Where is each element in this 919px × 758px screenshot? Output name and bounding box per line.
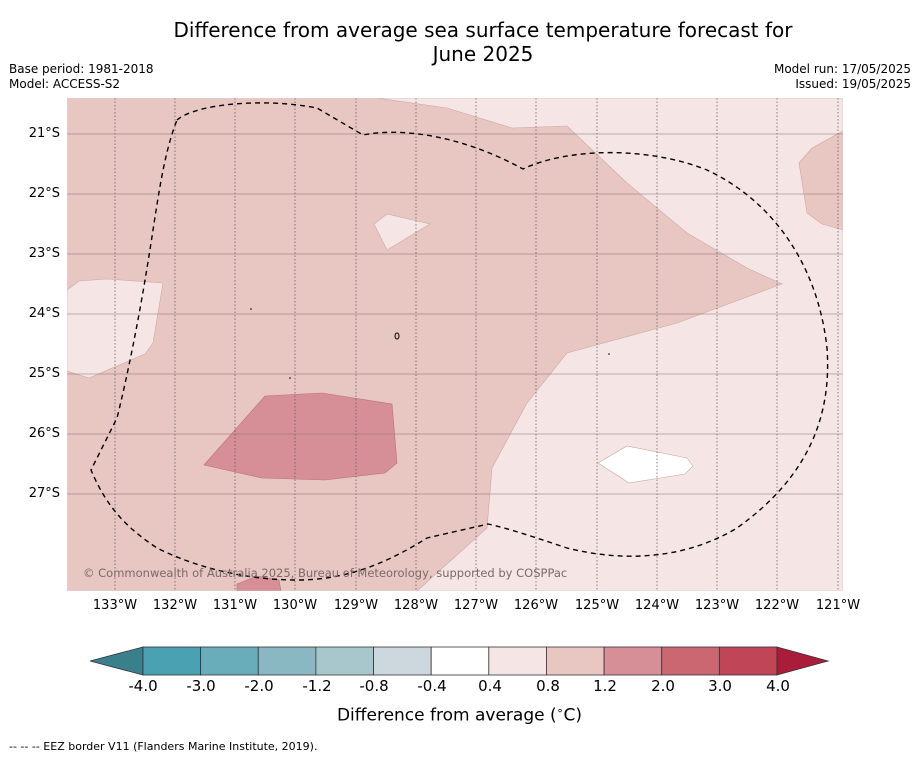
anomaly-band-0.4-0.8-small: [373, 213, 431, 251]
lon-label-125w: 125°W: [574, 598, 620, 613]
lon-label-126w: 126°W: [513, 598, 559, 613]
title-line-1: Difference from average sea surface temp…: [173, 18, 793, 42]
lon-label-127w: 127°W: [453, 598, 499, 613]
lat-label-22s: 22°S: [28, 186, 60, 201]
eez-border: [90, 102, 829, 581]
island-2: [250, 308, 252, 310]
colorbar-unit: C): [563, 705, 583, 726]
anomaly-band-neutral: [597, 445, 694, 484]
degree-symbol: ∘: [556, 704, 564, 717]
colorbar-label: Difference from average (: [336, 705, 557, 726]
colorbar-segment: [373, 646, 432, 676]
colorbar-segment: [718, 646, 778, 676]
lat-label-23s: 23°S: [28, 246, 60, 261]
colorbar-segment: [430, 646, 490, 676]
title-line-2: June 2025: [432, 42, 534, 66]
cb-tick: 0.8: [536, 677, 560, 695]
lon-label-129w: 129°W: [333, 598, 379, 613]
colorbar-segment: [142, 646, 202, 676]
cb-tick: -0.4: [417, 677, 447, 695]
meta-left: Base period: 1981-2018 Model: ACCESS-S2: [9, 62, 154, 92]
base-period: Base period: 1981-2018: [9, 62, 154, 76]
colorbar-segment: [661, 646, 720, 676]
anomaly-band-1.2-2.0: [203, 392, 398, 481]
lon-label-133w: 133°W: [92, 598, 138, 613]
lat-label-21s: 21°S: [28, 126, 60, 141]
cb-tick: 0.4: [478, 677, 502, 695]
colorbar-segment: [315, 646, 374, 676]
gridlines: [67, 98, 843, 591]
chart-title: Difference from average sea surface temp…: [0, 18, 919, 66]
cb-tick: -2.0: [244, 677, 274, 695]
eez-footnote: -- -- -- EEZ border V11 (Flanders Marine…: [9, 740, 318, 753]
anomaly-band-0.4-0.8-east: [376, 98, 843, 591]
colorbar-segment: [257, 646, 317, 676]
island-4: [608, 353, 610, 355]
colorbar-extend-low: [90, 646, 144, 676]
colorbar-segment: [200, 646, 259, 676]
island-1: [394, 332, 400, 340]
cb-tick: -1.2: [302, 677, 332, 695]
colorbar-segment: [603, 646, 663, 676]
cb-tick: 1.2: [593, 677, 617, 695]
anomaly-band-0.8-1.2-east-patch: [798, 130, 843, 231]
lon-label-123w: 123°W: [694, 598, 740, 613]
lon-label-122w: 122°W: [754, 598, 800, 613]
island-3: [289, 377, 291, 379]
lat-label-25s: 25°S: [28, 366, 60, 381]
cb-tick: 3.0: [708, 677, 732, 695]
lon-label-124w: 124°W: [634, 598, 680, 613]
model-run: Model run: 17/05/2025: [773, 62, 911, 76]
cb-tick: -4.0: [128, 677, 158, 695]
anomaly-band-0.4-0.8-west: [67, 278, 164, 379]
colorbar-extend-high: [776, 646, 830, 676]
issued-date: Issued: 19/05/2025: [795, 77, 911, 91]
lon-label-128w: 128°W: [393, 598, 439, 613]
cb-tick: 4.0: [766, 677, 790, 695]
lon-label-121w: 121°W: [815, 598, 861, 613]
cb-tick: -0.8: [359, 677, 389, 695]
meta-right: Model run: 17/05/2025 Issued: 19/05/2025: [774, 62, 911, 92]
copyright-text: © Commonwealth of Australia 2025, Bureau…: [83, 566, 567, 580]
lat-label-26s: 26°S: [28, 426, 60, 441]
anomaly-band-1.2-2.0-south: [236, 575, 282, 591]
lon-label-132w: 132°W: [152, 598, 198, 613]
colorbar-segment: [546, 646, 605, 676]
lat-label-27s: 27°S: [28, 486, 60, 501]
model-name: Model: ACCESS-S2: [9, 77, 121, 91]
colorbar-title: Difference from average (∘C): [0, 704, 919, 726]
colorbar: [90, 646, 830, 676]
cb-tick: 2.0: [651, 677, 675, 695]
lon-label-131w: 131°W: [212, 598, 258, 613]
lat-label-24s: 24°S: [28, 306, 60, 321]
colorbar-segment: [488, 646, 547, 676]
cb-tick: -3.0: [186, 677, 216, 695]
lon-label-130w: 130°W: [272, 598, 318, 613]
sst-anomaly-map: © Commonwealth of Australia 2025, Bureau…: [67, 98, 843, 591]
